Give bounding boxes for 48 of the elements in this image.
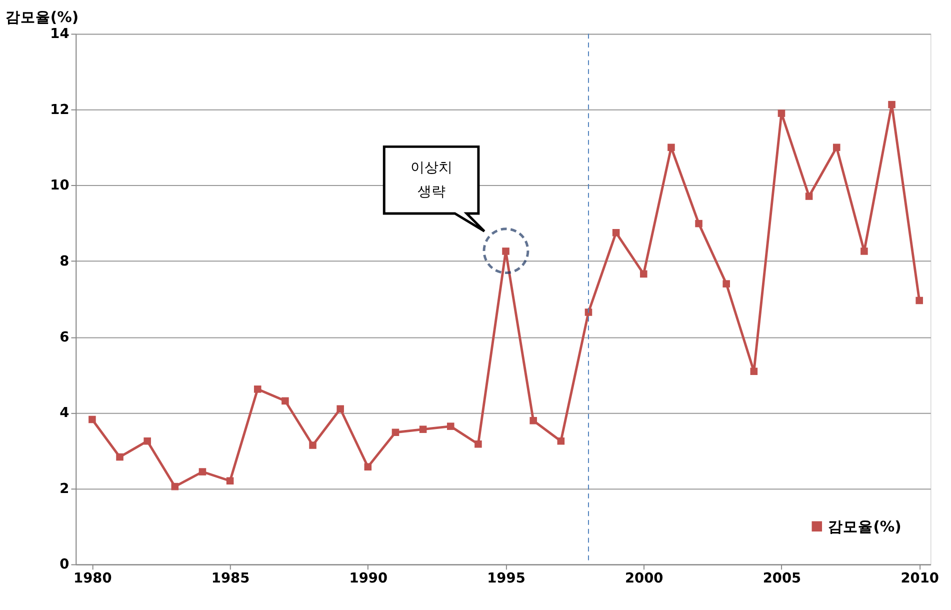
point — [88, 416, 96, 424]
x-tick-label: 2000 — [624, 570, 664, 586]
point — [392, 428, 400, 436]
point — [584, 308, 592, 316]
y-axis-title: 감모율(%) — [5, 8, 79, 26]
point — [778, 110, 786, 117]
x-tick-label: 2010 — [900, 570, 939, 586]
point — [530, 416, 537, 424]
point — [750, 368, 758, 375]
point — [888, 100, 896, 108]
point — [695, 220, 702, 228]
point — [254, 386, 262, 393]
point — [446, 422, 454, 430]
point — [226, 477, 234, 485]
x-tick-label: 2005 — [762, 570, 802, 586]
legend-label: 감모율(%) — [828, 518, 902, 536]
y-tick-label: 0 — [60, 556, 70, 573]
x-tick-label: 1985 — [211, 570, 250, 586]
annotation: 이상치 생략 — [410, 160, 452, 200]
y-tick-label: 10 — [50, 178, 70, 194]
y-tick-label: 4 — [60, 405, 70, 422]
y-tick-label: 12 — [50, 102, 70, 118]
point — [832, 144, 840, 152]
point — [309, 442, 316, 449]
point — [668, 144, 675, 152]
point — [282, 397, 289, 405]
y-tick-label: 2 — [60, 480, 70, 497]
point — [144, 437, 151, 445]
point — [916, 296, 923, 304]
point — [336, 405, 344, 413]
point — [722, 280, 730, 288]
point — [805, 192, 813, 200]
x-tick-label: 1990 — [349, 570, 388, 586]
x-tick-label: 1980 — [74, 570, 112, 586]
point — [171, 482, 179, 490]
point — [640, 270, 648, 278]
point — [419, 426, 427, 433]
point — [364, 463, 372, 470]
point — [612, 229, 620, 236]
x-tick-label: 1995 — [487, 570, 526, 586]
point — [198, 468, 206, 476]
point — [860, 248, 868, 255]
y-tick-label: 14 — [50, 26, 70, 42]
point — [474, 440, 482, 448]
point — [116, 453, 124, 461]
point — [557, 437, 565, 445]
y-tick-label: 8 — [60, 254, 70, 270]
y-tick-label: 6 — [60, 329, 70, 346]
